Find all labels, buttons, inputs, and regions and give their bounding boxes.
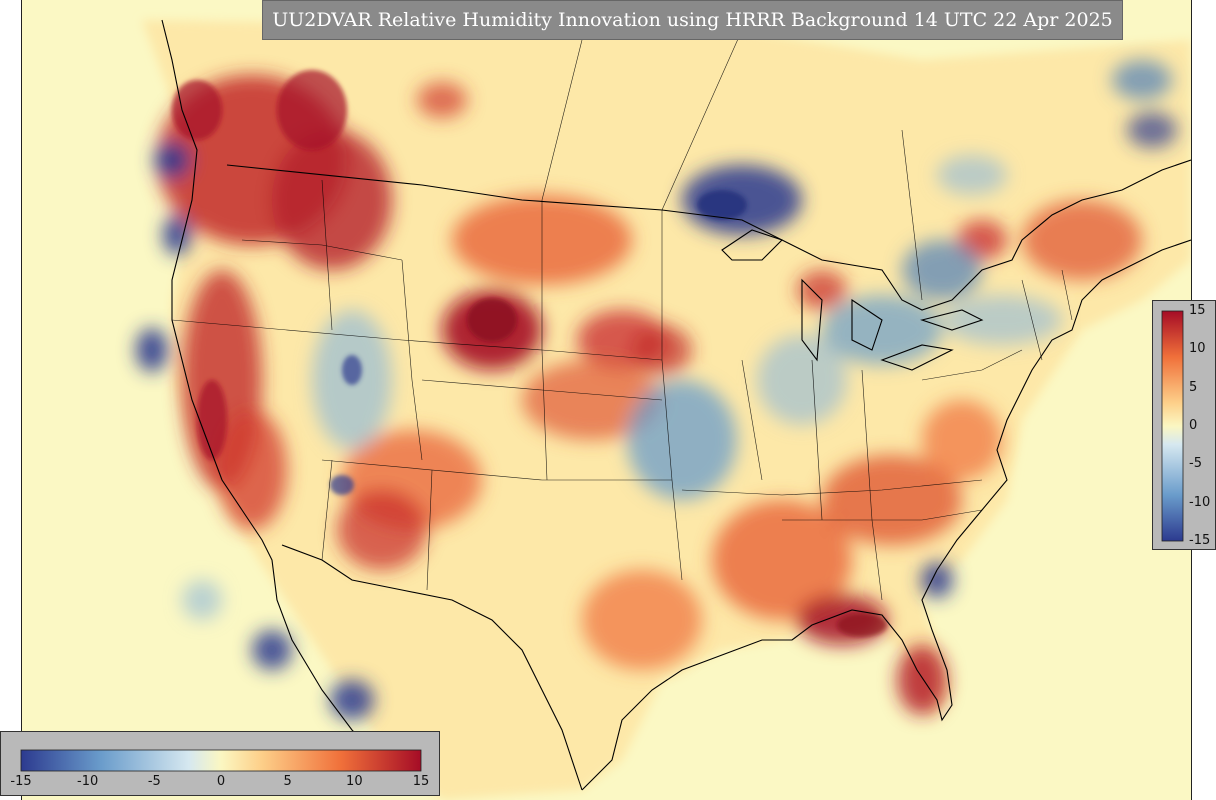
canada-us-border bbox=[226, 159, 1191, 311]
humidity-innovation-map bbox=[22, 0, 1191, 800]
map-title: UU2DVAR Relative Humidity Innovation usi… bbox=[262, 0, 1123, 40]
colorbar-tick-label: -15 bbox=[10, 774, 32, 789]
anomaly-blob bbox=[582, 570, 702, 670]
colorbar-tick-label: 0 bbox=[216, 774, 226, 789]
vertical-colorbar-ramp bbox=[1161, 310, 1184, 542]
anomaly-blob bbox=[942, 295, 1062, 345]
anomaly-blob bbox=[154, 142, 190, 178]
detail-blob bbox=[697, 190, 747, 220]
state-boundaries bbox=[171, 29, 1073, 601]
great-lakes bbox=[721, 229, 984, 371]
colorbar-tick-label: 5 bbox=[283, 774, 292, 789]
horizontal-colorbar: -15 -10 -5 0 5 10 15 bbox=[0, 731, 440, 796]
innovation-detail bbox=[172, 70, 887, 637]
detail-blob bbox=[837, 613, 887, 637]
anomaly-blob bbox=[937, 155, 1007, 195]
anomaly-blob bbox=[902, 240, 982, 300]
anomaly-blob bbox=[822, 455, 962, 545]
anomaly-blob bbox=[522, 360, 662, 440]
colorbar-tick-label: 0 bbox=[1189, 418, 1198, 433]
anomaly-blob bbox=[922, 400, 1002, 480]
anomaly-blob bbox=[217, 410, 287, 530]
anomaly-blob bbox=[330, 680, 374, 720]
colorbar-tick-label: 10 bbox=[1189, 341, 1206, 357]
anomaly-blob bbox=[1112, 60, 1172, 100]
gulf-coastline bbox=[581, 569, 953, 791]
colorbar-tick-label: -10 bbox=[77, 774, 99, 789]
colorbar-tick-label: 5 bbox=[1189, 379, 1198, 395]
detail-blob bbox=[277, 70, 347, 150]
anomaly-blob bbox=[272, 130, 392, 270]
anomaly-blob bbox=[182, 580, 222, 620]
colorbar-tick-label: 15 bbox=[412, 774, 430, 789]
colorbar-tick-label: -5 bbox=[1189, 456, 1202, 472]
detail-blob bbox=[197, 380, 227, 460]
detail-blob bbox=[342, 355, 362, 385]
geographic-boundaries bbox=[161, 19, 1191, 791]
anomaly-blob bbox=[897, 645, 947, 715]
anomaly-blob bbox=[757, 335, 847, 425]
anomaly-blob bbox=[252, 630, 292, 670]
colorbar-tick-label: -10 bbox=[1189, 494, 1211, 510]
anomaly-blob bbox=[627, 380, 737, 500]
colorbar-tick-label: -5 bbox=[147, 774, 161, 789]
anomaly-blob bbox=[163, 215, 191, 255]
vertical-colorbar: 15 10 5 0 -5 -10 -15 bbox=[1152, 300, 1216, 550]
detail-blob bbox=[330, 475, 354, 495]
anomaly-blob bbox=[417, 82, 467, 118]
west-coastline bbox=[161, 19, 423, 791]
anomaly-blob bbox=[797, 270, 847, 310]
anomaly-blob bbox=[921, 562, 953, 598]
anomaly-blob bbox=[712, 500, 852, 620]
anomaly-blob bbox=[1022, 200, 1142, 280]
colorbar-tick-label: -15 bbox=[1189, 533, 1211, 548]
colorbar-tick-label: 10 bbox=[346, 774, 363, 789]
horizontal-colorbar-ramp bbox=[20, 749, 422, 772]
anomaly-blob bbox=[1127, 112, 1177, 148]
detail-blob bbox=[172, 80, 222, 140]
anomaly-blob bbox=[822, 295, 942, 365]
anomaly-blob bbox=[136, 328, 168, 372]
east-coastline bbox=[936, 239, 1191, 571]
map-frame: UU2DVAR Relative Humidity Innovation usi… bbox=[21, 0, 1192, 800]
anomaly-blob bbox=[337, 490, 427, 570]
colorbar-tick-label: 15 bbox=[1189, 303, 1206, 318]
detail-blob bbox=[467, 298, 517, 342]
mexico-us-border bbox=[281, 544, 583, 791]
